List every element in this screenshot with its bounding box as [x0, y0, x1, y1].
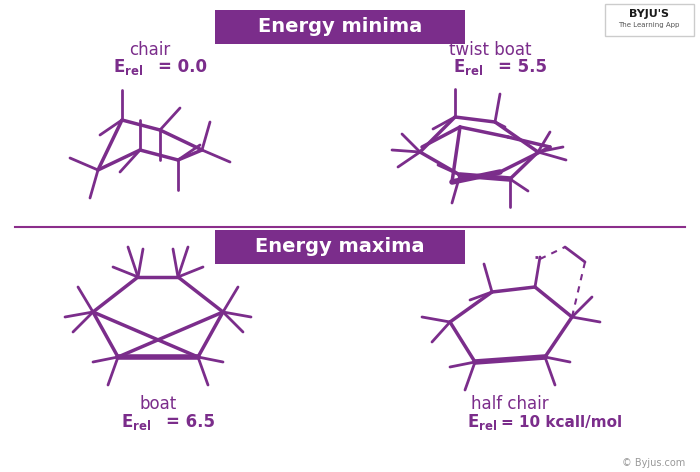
Text: BYJU'S: BYJU'S — [629, 9, 669, 19]
Text: Energy minima: Energy minima — [258, 17, 422, 36]
Text: = 6.5: = 6.5 — [165, 413, 214, 431]
Text: half chair: half chair — [471, 395, 549, 413]
Text: $\mathbf{E_{rel}}$: $\mathbf{E_{rel}}$ — [453, 57, 483, 77]
Text: boat: boat — [139, 395, 176, 413]
Text: $\mathbf{E_{rel}}$: $\mathbf{E_{rel}}$ — [467, 412, 497, 432]
Text: = 10 kcall/mol: = 10 kcall/mol — [501, 414, 622, 430]
Text: The Learning App: The Learning App — [618, 22, 680, 28]
Text: Energy maxima: Energy maxima — [256, 237, 425, 256]
FancyBboxPatch shape — [215, 230, 465, 264]
FancyBboxPatch shape — [605, 4, 694, 36]
Text: = 0.0: = 0.0 — [158, 58, 206, 76]
Text: © Byjus.com: © Byjus.com — [622, 458, 685, 468]
Text: twist boat: twist boat — [449, 41, 531, 59]
Text: $\mathbf{E_{rel}}$: $\mathbf{E_{rel}}$ — [113, 57, 143, 77]
Text: = 5.5: = 5.5 — [498, 58, 547, 76]
FancyBboxPatch shape — [215, 10, 465, 44]
Text: $\mathbf{E_{rel}}$: $\mathbf{E_{rel}}$ — [121, 412, 151, 432]
Text: chair: chair — [130, 41, 171, 59]
